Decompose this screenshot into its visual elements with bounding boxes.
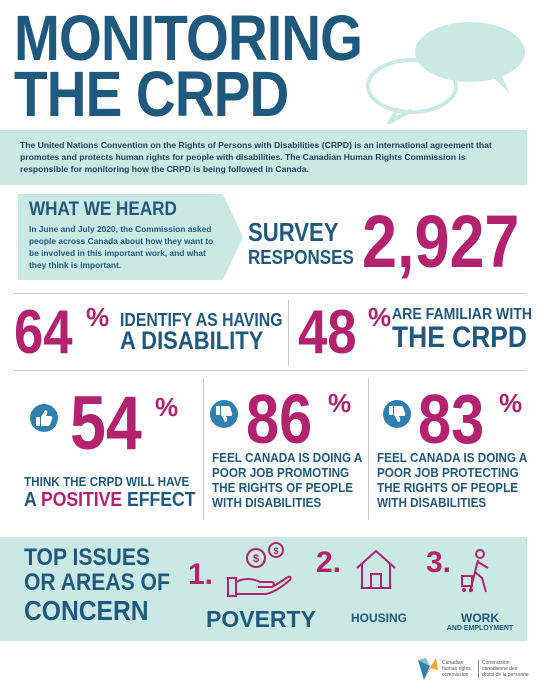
thumbs-up-icon <box>30 404 58 432</box>
survey-label-2: RESPONSES <box>248 247 354 269</box>
intro-text: The United Nations Convention on the Rig… <box>0 130 527 185</box>
stat-positive-value: 54 <box>70 381 142 466</box>
title-line-1: MONITORING <box>14 2 363 74</box>
hand-with-coins-icon: $ $ <box>227 542 292 597</box>
stat-promoting-line2: POOR JOB PROMOTING <box>212 465 350 480</box>
divider <box>478 660 479 678</box>
stat-positive-line2: A POSITIVE EFFECT <box>24 489 196 511</box>
survey-value: 2,927 <box>362 200 520 283</box>
issue-3-rank: 3. <box>426 546 452 579</box>
survey-label-1: SURVEY <box>248 217 339 247</box>
issues-heading-1: TOP ISSUES <box>24 544 150 571</box>
stat-familiar-pct: % <box>368 302 392 332</box>
stat-identify-pct: % <box>86 302 110 332</box>
issue-1-label: POVERTY <box>206 606 316 632</box>
stat-positive-line1: THINK THE CRPD WILL HAVE <box>24 474 190 489</box>
thumbs-down-icon <box>383 400 411 428</box>
stat-familiar-value: 48 <box>298 298 357 367</box>
thumbs-down-icon <box>210 400 238 428</box>
issue-1-rank: 1. <box>188 558 214 591</box>
divider <box>368 378 369 520</box>
stat-protecting-line2: POOR JOB PROTECTING <box>377 465 519 480</box>
divider <box>288 300 289 366</box>
speech-bubbles-icon <box>366 22 525 124</box>
stat-promoting-value: 86 <box>246 380 313 458</box>
what-we-heard-body: In June and July 2020, the Commission as… <box>29 224 214 270</box>
title-line-2: THE CRPD <box>14 58 289 130</box>
stat-promoting-line4: WITH DISABILITIES <box>212 495 322 510</box>
stat-protecting-pct: % <box>499 388 523 418</box>
issues-heading-3: CONCERN <box>24 595 149 626</box>
what-we-heard-heading: WHAT WE HEARD <box>29 199 177 220</box>
worker-with-cart-icon <box>461 549 489 593</box>
stat-protecting-line1: FEEL CANADA IS DOING A <box>377 450 528 465</box>
what-we-heard-panel <box>18 194 223 280</box>
stat-protecting-value: 83 <box>418 380 485 458</box>
stat-identify-line1: IDENTIFY AS HAVING <box>120 310 283 330</box>
arrow-tip <box>223 194 243 280</box>
stat-identify-value: 64 <box>14 298 73 367</box>
stat-identify-line2: A DISABILITY <box>120 327 264 355</box>
divider <box>14 370 527 371</box>
stat-protecting-line3: THE RIGHTS OF PEOPLE <box>377 480 519 495</box>
svg-text:$: $ <box>253 553 259 565</box>
stat-familiar-line1: ARE FAMILIAR WITH <box>392 306 533 323</box>
issue-3-sublabel: AND EMPLOYMENT <box>446 625 514 632</box>
issue-2-rank: 2. <box>316 546 342 579</box>
stat-promoting-pct: % <box>328 388 352 418</box>
stat-promoting-line1: FEEL CANADA IS DOING A <box>212 450 363 465</box>
issue-3-label: WORK <box>461 611 499 625</box>
issues-heading-2: OR AREAS OF <box>24 569 170 596</box>
stat-positive-pct: % <box>155 392 179 422</box>
issue-2-label: HOUSING <box>350 611 407 625</box>
stat-promoting-line3: THE RIGHTS OF PEOPLE <box>212 480 354 495</box>
stat-familiar-line2: THE CRPD <box>392 321 527 354</box>
stat-protecting-line4: WITH DISABILITIES <box>377 495 487 510</box>
house-icon <box>356 549 396 589</box>
divider <box>203 378 204 520</box>
footer-fr: Commission canadienne des droits de la p… <box>482 660 529 678</box>
chrc-logo-icon <box>418 658 438 680</box>
footer-en: Canadian human rights commission <box>442 660 471 678</box>
divider <box>14 293 527 294</box>
svg-text:$: $ <box>273 546 278 556</box>
